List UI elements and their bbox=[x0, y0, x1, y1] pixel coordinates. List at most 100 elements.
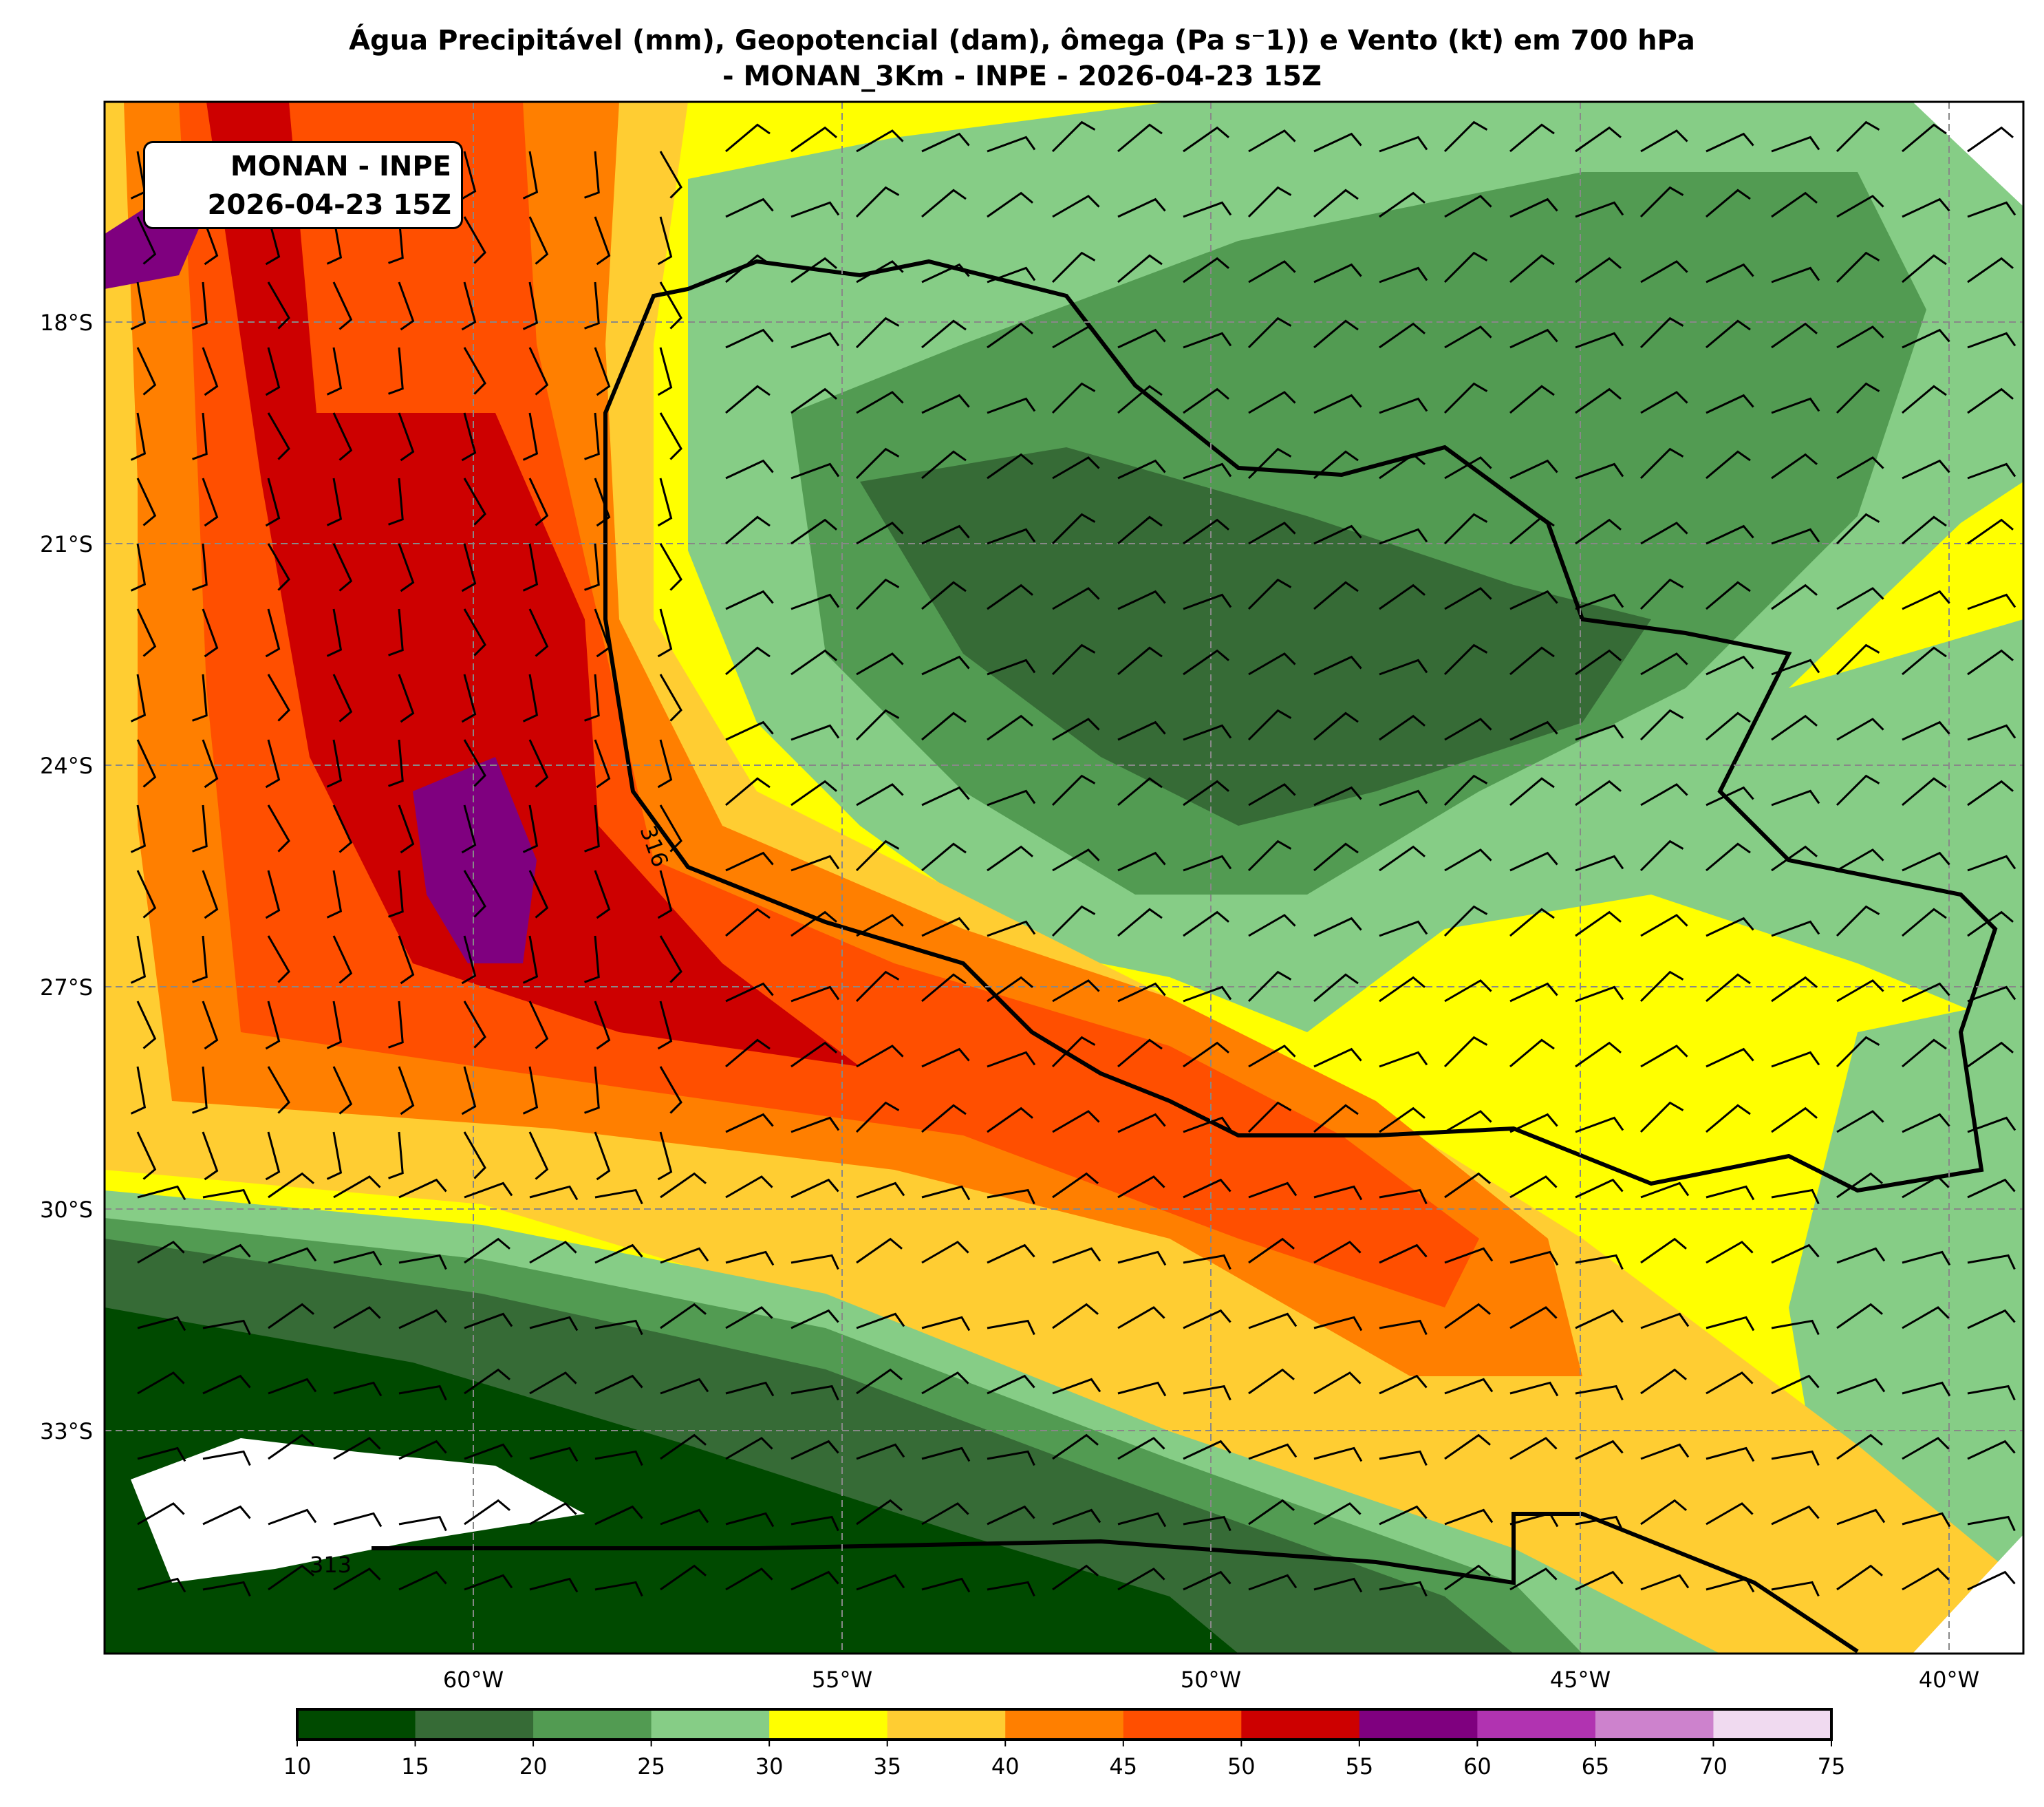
wind-barb bbox=[1313, 581, 1359, 610]
wind-barb bbox=[725, 328, 774, 349]
wind-barb bbox=[529, 1316, 579, 1332]
wind-barb bbox=[1836, 1378, 1886, 1395]
wind-barb bbox=[1771, 714, 1818, 741]
wind-barb bbox=[856, 1574, 905, 1591]
wind-barb bbox=[1509, 851, 1558, 872]
wind-barb bbox=[1640, 652, 1688, 676]
wind-barb bbox=[529, 1502, 577, 1526]
wind-barb bbox=[529, 1241, 577, 1264]
wind-barb bbox=[1117, 1113, 1166, 1133]
wind-barb bbox=[657, 870, 673, 919]
wind-barb bbox=[855, 186, 900, 218]
wind-barb bbox=[202, 216, 219, 266]
wind-barb bbox=[461, 543, 477, 592]
wind-barb bbox=[398, 543, 415, 592]
wind-barb bbox=[1575, 1570, 1624, 1591]
wind-barb bbox=[1117, 851, 1166, 872]
wind-barb bbox=[529, 1371, 577, 1395]
wind-barb bbox=[130, 935, 147, 984]
wind-barb bbox=[1575, 387, 1622, 414]
wind-barb bbox=[1967, 1570, 2016, 1591]
wind-barb bbox=[1509, 1568, 1558, 1591]
wind-barb bbox=[1313, 1047, 1362, 1068]
wind-barb bbox=[463, 216, 486, 264]
wind-barb bbox=[584, 1066, 600, 1114]
wind-barb bbox=[1706, 1185, 1755, 1201]
wind-barb bbox=[202, 1319, 251, 1336]
info-model: MONAN - INPE bbox=[230, 151, 451, 182]
colorbar-swatch bbox=[297, 1709, 416, 1740]
wind-barb bbox=[1902, 1038, 1947, 1068]
wind-barb bbox=[1444, 1247, 1494, 1264]
wind-barb bbox=[1902, 385, 1947, 414]
wind-barb bbox=[987, 191, 1033, 218]
wind-barb bbox=[1575, 1116, 1624, 1133]
wind-barb bbox=[1640, 391, 1688, 414]
wind-barb bbox=[202, 608, 219, 658]
wind-barb bbox=[326, 1131, 343, 1180]
wind-barb bbox=[1247, 186, 1292, 218]
wind-barb bbox=[1967, 855, 2016, 872]
wind-barb bbox=[464, 1182, 513, 1199]
colorbar-tick-label: 15 bbox=[401, 1753, 429, 1779]
wind-barb bbox=[1771, 1505, 1820, 1526]
wind-barb bbox=[1902, 1437, 1950, 1460]
wind-barb bbox=[1052, 1303, 1099, 1329]
wind-barb bbox=[1836, 513, 1880, 545]
wind-barb bbox=[987, 1319, 1035, 1336]
wind-barb bbox=[1183, 1254, 1231, 1270]
wind-barb bbox=[1575, 593, 1624, 610]
wind-barb bbox=[1379, 584, 1426, 610]
wind-barb bbox=[1248, 1443, 1298, 1460]
wind-barb bbox=[790, 1041, 837, 1068]
wind-barb bbox=[1183, 387, 1229, 414]
wind-barb bbox=[332, 674, 353, 723]
wind-barb bbox=[1967, 593, 2016, 610]
wind-barb bbox=[790, 593, 840, 610]
wind-barbs bbox=[130, 120, 2016, 1597]
wind-barb bbox=[1052, 587, 1100, 610]
wind-barb bbox=[856, 129, 904, 153]
wind-barb bbox=[790, 910, 837, 937]
wind-barb bbox=[1183, 780, 1229, 806]
wind-barb bbox=[1117, 385, 1163, 414]
wind-barb bbox=[1247, 317, 1292, 349]
wind-barb bbox=[1575, 126, 1622, 153]
colorbar-tick-label: 60 bbox=[1463, 1753, 1492, 1779]
wind-barb bbox=[584, 281, 600, 330]
wind-barb bbox=[921, 1104, 967, 1133]
wind-barb bbox=[1640, 129, 1688, 153]
wind-barb bbox=[1444, 1378, 1494, 1395]
colorbar-swatch bbox=[415, 1709, 534, 1740]
wind-barb bbox=[528, 739, 549, 788]
wind-barb bbox=[1771, 1374, 1820, 1395]
wind-barb bbox=[202, 1505, 251, 1526]
wind-barb bbox=[1183, 1515, 1231, 1532]
colorbar: 10 15 20 25 30 35 40 45 50 55 60 65 70 75 bbox=[283, 1708, 1845, 1779]
wind-barb bbox=[1836, 325, 1884, 349]
wind-barb bbox=[326, 478, 343, 526]
wind-barb bbox=[1836, 587, 1884, 610]
wind-barb bbox=[528, 1001, 549, 1049]
wind-barb bbox=[1967, 1178, 2016, 1199]
colorbar-tick-label: 30 bbox=[755, 1753, 784, 1779]
wind-barb bbox=[987, 136, 1036, 153]
wind-barb bbox=[332, 543, 353, 592]
wind-barb bbox=[1967, 126, 2014, 153]
wind-barb bbox=[1443, 251, 1488, 284]
wind-barb bbox=[398, 1066, 415, 1115]
wind-barb bbox=[584, 151, 600, 199]
wind-barb bbox=[333, 1175, 381, 1199]
wind-barb bbox=[1443, 382, 1488, 414]
wind-barb bbox=[192, 543, 208, 591]
wind-barb bbox=[1967, 257, 2014, 284]
wind-barb bbox=[1443, 905, 1488, 937]
wind-barb bbox=[1313, 132, 1362, 153]
wind-barb bbox=[1379, 1319, 1428, 1336]
wind-barb bbox=[1902, 197, 1950, 218]
wind-barb bbox=[333, 1568, 381, 1591]
wind-barb bbox=[790, 1178, 839, 1199]
wind-barb bbox=[1117, 1381, 1167, 1397]
wind-barb bbox=[265, 478, 281, 527]
wind-barb bbox=[921, 1502, 969, 1526]
